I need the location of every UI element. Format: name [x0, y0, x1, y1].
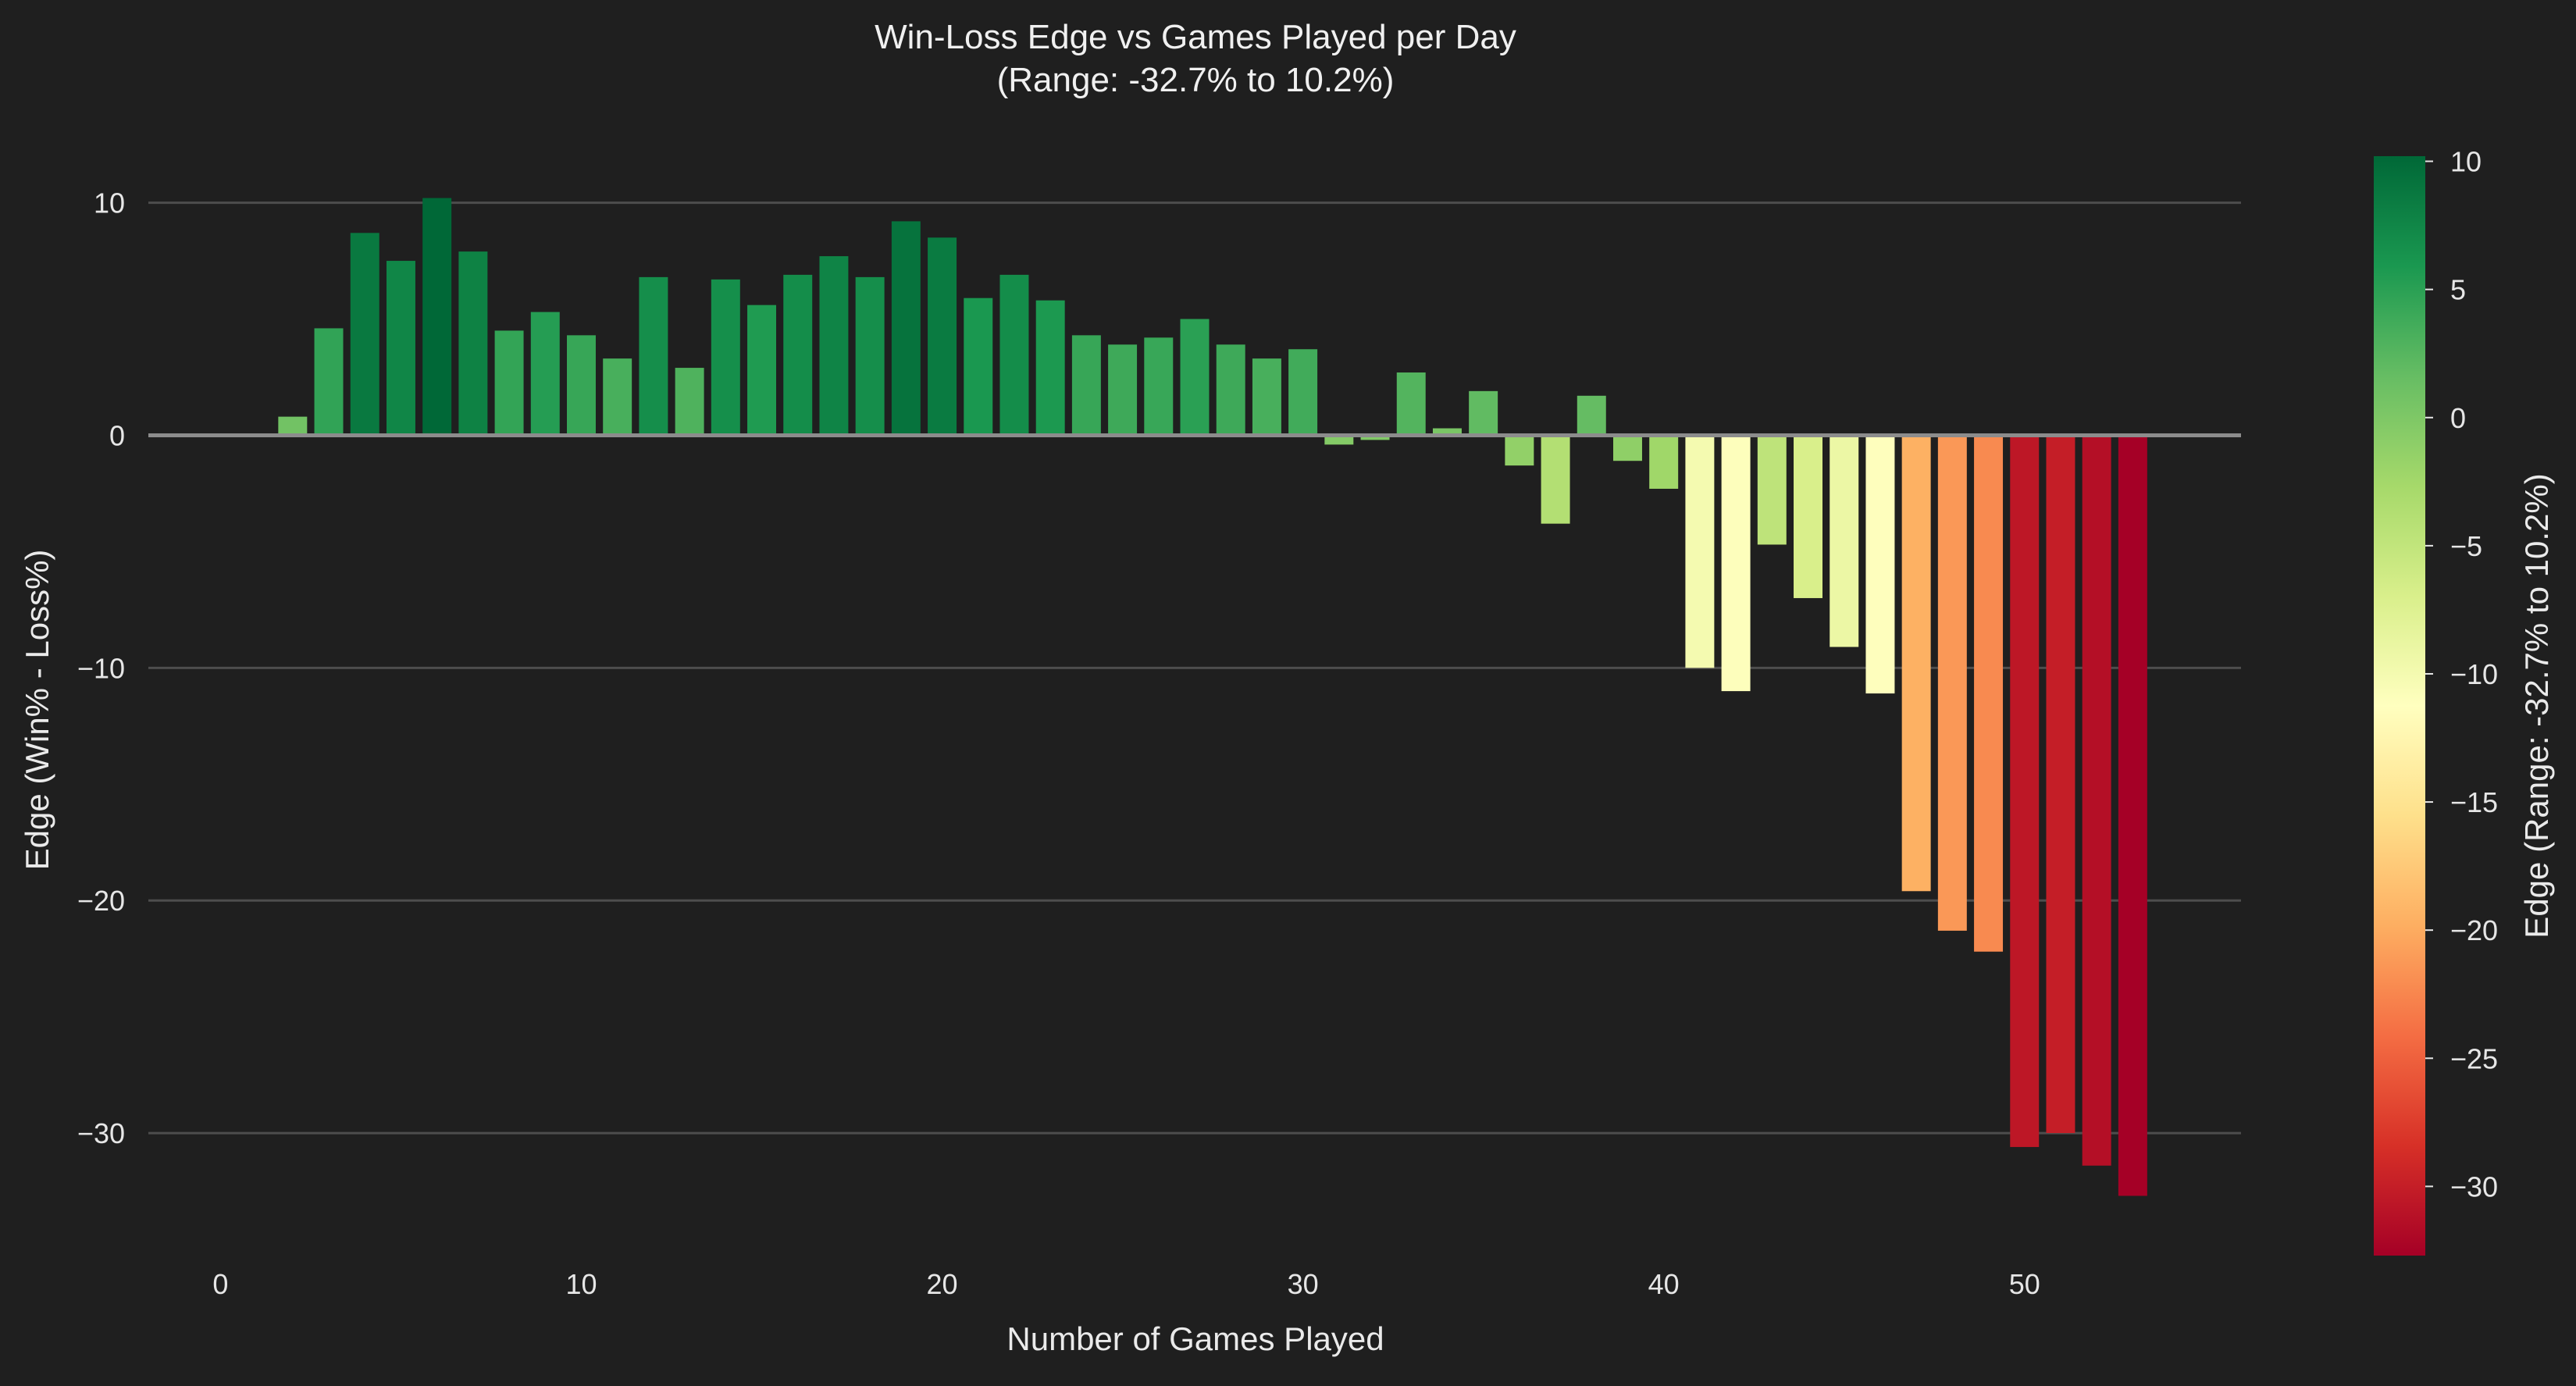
bar [422, 198, 452, 436]
bar [819, 256, 849, 436]
y-tick-label: 10 [94, 187, 125, 219]
bar [711, 279, 740, 436]
colorbar-tick-label: −5 [2450, 530, 2482, 562]
bar [1469, 390, 1498, 436]
colorbar-ticks: 10 5 0 −5 −10 −15 −20 −25 −30 [2425, 146, 2498, 1203]
bar [1937, 435, 1967, 931]
bar [783, 274, 813, 436]
x-tick-label: 0 [212, 1268, 228, 1300]
x-tick-label: 10 [565, 1268, 597, 1300]
bar [1613, 435, 1642, 461]
bar [1974, 435, 2004, 952]
bar [891, 221, 921, 436]
x-tick-label: 30 [1288, 1268, 1319, 1300]
bar [1541, 435, 1570, 524]
bar [1901, 435, 1931, 892]
bar [1180, 319, 1210, 436]
y-axis-ticks: 10 0 −10 −20 −30 [77, 187, 125, 1149]
x-tick-label: 40 [1648, 1268, 1680, 1300]
colorbar-tick-label: 0 [2450, 402, 2466, 434]
bars [278, 198, 2147, 1196]
bar [494, 330, 524, 436]
bar [1035, 300, 1065, 436]
bar [999, 274, 1029, 436]
bar [350, 233, 379, 436]
colorbar: 10 5 0 −5 −10 −15 −20 −25 −30 Edge (Range: -32.7… [2374, 146, 2555, 1256]
x-tick-label: 50 [2009, 1268, 2040, 1300]
bar [603, 358, 632, 436]
bar [1649, 435, 1679, 489]
bar [1432, 428, 1462, 436]
y-tick-label: −20 [77, 885, 125, 917]
bar [2010, 435, 2040, 1147]
bar [2082, 435, 2111, 1166]
bar [928, 237, 957, 436]
bar [1794, 435, 1822, 598]
bar [1071, 335, 1101, 436]
colorbar-gradient [2374, 156, 2425, 1256]
bar [1108, 344, 1138, 436]
bar [1685, 435, 1715, 668]
bar [1830, 435, 1859, 647]
bar [2046, 435, 2075, 1134]
bar [1144, 337, 1174, 436]
bar [1360, 435, 1390, 440]
x-axis-ticks: 0 10 20 30 40 50 [212, 1268, 2040, 1300]
bar [2118, 435, 2147, 1196]
bar [314, 328, 344, 436]
bar [530, 312, 560, 436]
bar [1865, 435, 1895, 694]
bar [675, 368, 704, 436]
bar [1288, 349, 1318, 436]
y-axis-label: Edge (Win% - Loss%) [19, 550, 55, 871]
colorbar-tick-label: −15 [2450, 786, 2498, 818]
bar [567, 335, 596, 436]
bar [747, 305, 776, 436]
bar [278, 416, 308, 436]
bar [458, 251, 488, 436]
colorbar-tick-label: −25 [2450, 1042, 2498, 1074]
colorbar-tick-label: −10 [2450, 658, 2498, 690]
y-tick-label: −30 [77, 1117, 125, 1149]
bar [1324, 435, 1354, 445]
bar [1757, 435, 1787, 545]
bar [1721, 435, 1751, 692]
bar [386, 261, 415, 436]
colorbar-tick-label: 5 [2450, 274, 2466, 306]
bar [855, 276, 885, 436]
bar [1505, 435, 1534, 466]
bar [1252, 358, 1281, 436]
bar [639, 276, 668, 436]
chart-title: Win-Loss Edge vs Games Played per Day [875, 18, 1516, 56]
colorbar-label: Edge (Range: -32.7% to 10.2%) [2518, 473, 2555, 938]
colorbar-tick-label: −30 [2450, 1170, 2498, 1203]
y-tick-label: 0 [109, 419, 125, 451]
colorbar-tick-label: −20 [2450, 914, 2498, 946]
x-axis-label: Number of Games Played [1007, 1320, 1384, 1357]
bar [1577, 395, 1606, 436]
bar [1216, 344, 1245, 436]
y-tick-label: −10 [77, 652, 125, 684]
colorbar-tick-label: 10 [2450, 146, 2482, 178]
chart-subtitle: (Range: -32.7% to 10.2%) [997, 61, 1395, 99]
bar [964, 298, 993, 436]
bar [1396, 372, 1426, 436]
x-tick-label: 20 [927, 1268, 958, 1300]
